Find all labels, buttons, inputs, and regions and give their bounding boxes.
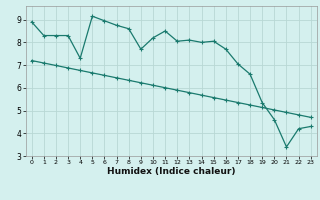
X-axis label: Humidex (Indice chaleur): Humidex (Indice chaleur): [107, 167, 236, 176]
